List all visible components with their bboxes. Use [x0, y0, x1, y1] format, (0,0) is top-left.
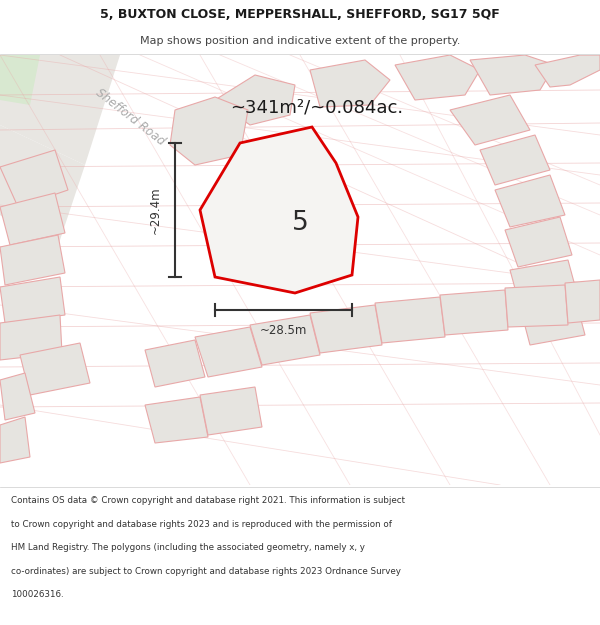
Text: Map shows position and indicative extent of the property.: Map shows position and indicative extent… [140, 36, 460, 46]
Polygon shape [375, 297, 445, 343]
Polygon shape [520, 297, 585, 345]
Polygon shape [395, 55, 480, 100]
Polygon shape [0, 373, 35, 420]
Polygon shape [450, 95, 530, 145]
Text: ~29.4m: ~29.4m [149, 186, 161, 234]
Polygon shape [0, 193, 65, 245]
Polygon shape [495, 175, 565, 227]
Polygon shape [0, 55, 120, 165]
Polygon shape [565, 280, 600, 323]
Polygon shape [215, 75, 295, 125]
Text: 5: 5 [292, 210, 309, 236]
Polygon shape [535, 55, 600, 87]
Polygon shape [145, 397, 208, 443]
Polygon shape [0, 55, 40, 105]
Polygon shape [0, 150, 68, 207]
Polygon shape [195, 327, 262, 377]
Polygon shape [0, 315, 62, 360]
Polygon shape [145, 340, 205, 387]
Polygon shape [510, 260, 578, 307]
Text: ~341m²/~0.084ac.: ~341m²/~0.084ac. [230, 98, 403, 116]
Polygon shape [170, 97, 248, 165]
Text: co-ordinates) are subject to Crown copyright and database rights 2023 Ordnance S: co-ordinates) are subject to Crown copyr… [11, 567, 401, 576]
Polygon shape [470, 55, 555, 95]
Polygon shape [505, 217, 572, 267]
Text: HM Land Registry. The polygons (including the associated geometry, namely x, y: HM Land Registry. The polygons (includin… [11, 543, 365, 552]
Polygon shape [505, 285, 568, 327]
Polygon shape [0, 125, 85, 255]
Text: Contains OS data © Crown copyright and database right 2021. This information is : Contains OS data © Crown copyright and d… [11, 496, 405, 505]
Text: Shefford Road: Shefford Road [93, 86, 167, 148]
Text: ~28.5m: ~28.5m [260, 324, 307, 336]
Polygon shape [20, 343, 90, 395]
Polygon shape [200, 127, 358, 293]
Polygon shape [440, 290, 508, 335]
Polygon shape [0, 235, 65, 285]
Polygon shape [310, 305, 382, 353]
Polygon shape [250, 315, 320, 365]
Text: to Crown copyright and database rights 2023 and is reproduced with the permissio: to Crown copyright and database rights 2… [11, 520, 392, 529]
Text: 5, BUXTON CLOSE, MEPPERSHALL, SHEFFORD, SG17 5QF: 5, BUXTON CLOSE, MEPPERSHALL, SHEFFORD, … [100, 8, 500, 21]
Polygon shape [0, 277, 65, 323]
Polygon shape [480, 135, 550, 185]
Polygon shape [310, 60, 390, 107]
Polygon shape [200, 387, 262, 435]
Text: 100026316.: 100026316. [11, 590, 64, 599]
Polygon shape [0, 417, 30, 463]
